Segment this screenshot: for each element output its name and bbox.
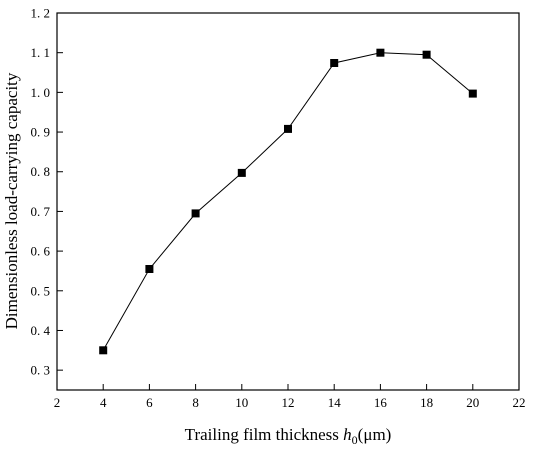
- y-tick-label: 1. 0: [31, 85, 51, 100]
- x-tick-label: 16: [374, 395, 388, 410]
- x-tick-label: 12: [282, 395, 295, 410]
- data-point-marker: [376, 48, 385, 57]
- series-line: [102, 52, 474, 351]
- plot-frame: [56, 12, 520, 391]
- x-axis: 2 4 6 8 10 12 14 16 18 20 22: [54, 384, 526, 410]
- data-point-marker: [330, 59, 339, 67]
- data-point-marker: [237, 168, 246, 177]
- data-point-marker: [468, 89, 477, 98]
- y-tick-label: 0. 4: [31, 323, 51, 338]
- data-point-marker: [191, 209, 200, 218]
- data-series: [99, 48, 477, 355]
- y-axis: 0. 3 0. 4 0. 5 0. 6 0. 7 0. 8 0. 9 1. 0 1. 1 1. 2: [31, 6, 63, 378]
- x-tick-label: 10: [235, 395, 248, 410]
- x-tick-label: 2: [54, 395, 61, 410]
- x-tick-label: 4: [100, 395, 107, 410]
- y-tick-label: 0. 8: [31, 164, 51, 179]
- x-tick-label: 22: [513, 395, 526, 410]
- y-tick-label: 1. 1: [31, 45, 51, 60]
- data-point-marker: [145, 265, 154, 273]
- y-tick-label: 0. 7: [31, 204, 51, 219]
- x-tick-label: 18: [420, 395, 433, 410]
- x-tick-label: 14: [328, 395, 342, 410]
- x-tick-label: 6: [146, 395, 153, 410]
- y-tick-label: 0. 5: [31, 283, 51, 298]
- y-axis-title: Dimensionless load-carrying capacity: [2, 72, 21, 329]
- x-axis-title: Trailing film thickness h0(μm): [185, 425, 392, 447]
- data-point-marker: [422, 50, 431, 59]
- x-tick-label: 8: [192, 395, 199, 410]
- y-tick-label: 0. 3: [31, 363, 51, 378]
- y-tick-label: 1. 2: [31, 6, 51, 21]
- data-point-marker: [284, 124, 292, 133]
- y-tick-label: 0. 9: [31, 125, 51, 140]
- y-tick-label: 0. 6: [31, 244, 51, 259]
- x-tick-label: 20: [466, 395, 479, 410]
- data-point-marker: [99, 346, 108, 355]
